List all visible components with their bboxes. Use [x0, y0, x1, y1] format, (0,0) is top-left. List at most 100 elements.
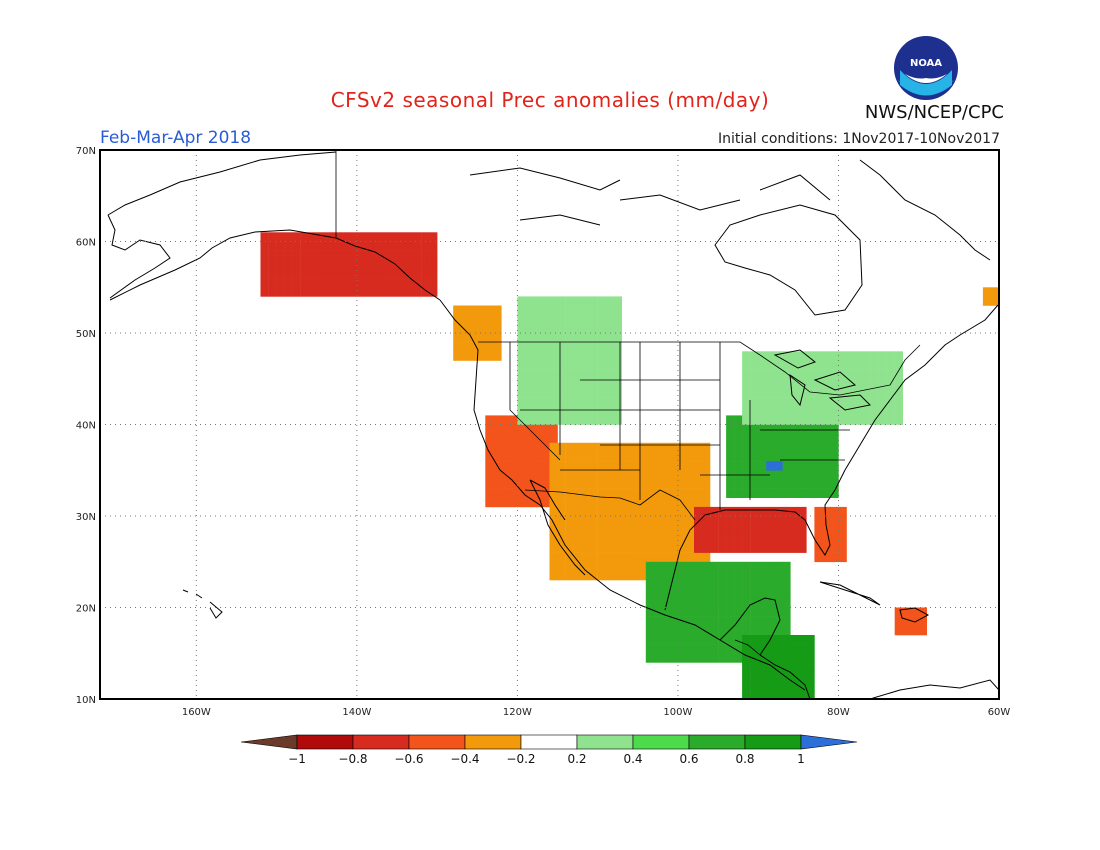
anomaly-cell	[613, 552, 622, 563]
anomaly-cell	[830, 479, 839, 489]
anomaly-cell	[525, 314, 534, 325]
anomaly-cell	[886, 387, 895, 398]
anomaly-cell	[573, 415, 582, 425]
anomaly-cell	[694, 543, 703, 553]
anomaly-cell	[581, 452, 590, 462]
anomaly-cell	[589, 296, 598, 306]
anomaly-cell	[565, 323, 574, 334]
anomaly-cell	[605, 406, 614, 416]
anomaly-cell	[557, 506, 566, 517]
anomaly-cell	[790, 461, 799, 471]
anomaly-cell	[774, 570, 783, 581]
anomaly-cell	[758, 378, 767, 389]
anomaly-cell	[581, 506, 590, 517]
anomaly-cell	[517, 378, 526, 389]
anomaly-cell	[605, 452, 614, 462]
anomaly-cell	[894, 397, 903, 407]
anomaly-cell	[613, 369, 622, 379]
anomaly-cell	[493, 415, 502, 425]
anomaly-cell	[669, 635, 679, 645]
anomaly-cell	[702, 452, 711, 462]
anomaly-cell	[573, 342, 582, 352]
anomaly-cell	[774, 598, 783, 608]
anomaly-cell	[718, 570, 727, 581]
anomaly-cell	[493, 305, 502, 315]
border-mexico-guatemala	[734, 639, 761, 656]
anomaly-cell	[268, 250, 277, 261]
anomaly-cell	[605, 378, 614, 389]
anomaly-cell	[364, 259, 374, 270]
anomaly-cell	[581, 470, 590, 480]
anomaly-cell	[838, 360, 847, 370]
anomaly-cell	[621, 561, 630, 572]
anomaly-cell	[830, 506, 839, 517]
anomaly-cell	[645, 516, 655, 526]
anomaly-cell	[902, 625, 911, 636]
anomaly-cell	[686, 570, 695, 581]
anomaly-cell	[661, 461, 671, 471]
anomaly-cell	[613, 570, 622, 581]
anomaly-cell	[597, 314, 606, 325]
anomaly-cell	[653, 552, 663, 563]
anomaly-cell	[982, 296, 992, 306]
anomaly-cell	[742, 689, 751, 699]
anomaly-cell	[822, 387, 831, 398]
anomaly-cell	[742, 452, 751, 462]
anomaly-cell	[525, 479, 534, 489]
anomaly-cell	[718, 616, 727, 626]
anomaly-cell	[734, 589, 743, 599]
anomaly-cell	[766, 671, 775, 681]
anomaly-cell	[734, 488, 743, 498]
colorbar-segment	[408, 734, 466, 750]
anomaly-cell	[726, 589, 735, 599]
anomaly-cell	[669, 497, 679, 508]
anomaly-cell	[814, 470, 823, 480]
anomaly-cell	[677, 653, 687, 663]
coast-atlantic	[844, 304, 999, 471]
coast-arctic-islands	[469, 167, 831, 226]
anomaly-cell	[517, 314, 526, 325]
anomaly-cell	[806, 680, 815, 691]
anomaly-cell	[597, 506, 606, 517]
anomaly-cell	[477, 323, 486, 334]
anomaly-cell	[782, 433, 791, 444]
anomaly-cell	[629, 561, 639, 572]
anomaly-cell	[645, 543, 655, 553]
anomaly-cell	[485, 415, 494, 425]
anomaly-cell	[766, 433, 775, 444]
anomaly-cell	[372, 250, 382, 261]
anomaly-cell	[661, 644, 671, 654]
political-boundaries	[335, 150, 921, 656]
anomaly-cell	[260, 259, 269, 270]
anomaly-cell	[525, 351, 534, 361]
anomaly-cell	[677, 552, 687, 563]
anomaly-cell	[557, 342, 566, 352]
anomaly-cell	[838, 552, 847, 563]
anomaly-cell	[621, 506, 630, 517]
anomaly-cell	[332, 287, 342, 297]
anomaly-cell	[501, 415, 510, 425]
anomaly-cell	[782, 415, 791, 425]
anomaly-cell	[830, 552, 839, 563]
anomaly-cell	[766, 442, 775, 453]
anomaly-cell	[782, 452, 791, 462]
anomaly-cell	[501, 461, 510, 471]
anomaly-cell	[485, 424, 494, 434]
anomaly-cell	[766, 397, 775, 407]
anomaly-cell	[629, 497, 639, 508]
anomaly-cell	[742, 479, 751, 489]
anomaly-cell	[822, 406, 831, 416]
anomaly-cell	[838, 397, 847, 407]
anomaly-cell	[694, 534, 703, 544]
anomaly-cell	[621, 461, 630, 471]
anomaly-cell	[790, 452, 799, 462]
anomaly-cell	[549, 342, 558, 352]
anomaly-cell	[517, 397, 526, 407]
anomaly-cell	[517, 387, 526, 398]
anomaly-cell	[397, 250, 406, 261]
anomaly-cell	[758, 616, 767, 626]
anomaly-cell	[669, 452, 679, 462]
anomaly-cell	[822, 506, 831, 517]
anomaly-cell	[613, 360, 622, 370]
anomaly-cell	[822, 534, 831, 544]
